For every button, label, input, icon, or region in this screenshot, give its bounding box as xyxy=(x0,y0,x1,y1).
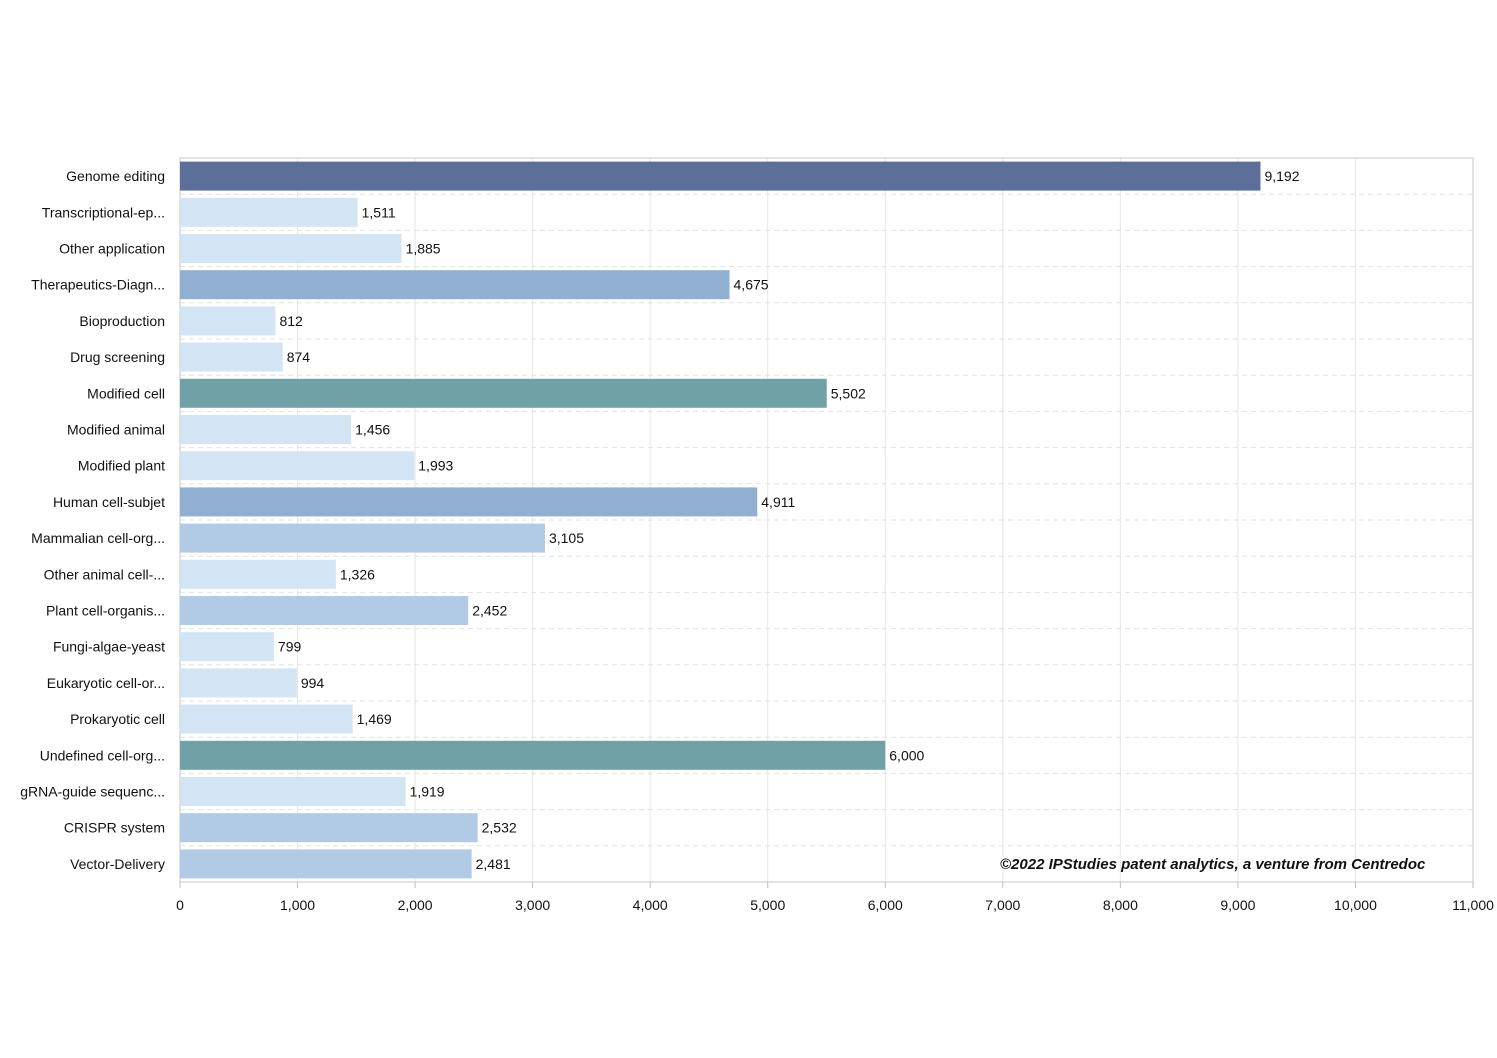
bar-value-label: 799 xyxy=(278,639,302,655)
bar xyxy=(180,451,415,481)
bar xyxy=(180,234,402,263)
category-label: Modified cell xyxy=(87,385,165,401)
bar xyxy=(180,777,406,806)
bar-value-label: 2,481 xyxy=(476,856,511,872)
category-label: Genome editing xyxy=(66,168,165,184)
bar-value-label: 2,532 xyxy=(482,820,517,836)
bar-value-label: 9,192 xyxy=(1264,168,1299,184)
bar-value-label: 1,885 xyxy=(406,241,441,257)
category-labels: Genome editing Transcriptional-ep... Other… xyxy=(20,168,165,872)
bar-value-label: 812 xyxy=(279,313,303,329)
x-tick-label: 0 xyxy=(176,897,184,913)
bar-value-label: 1,469 xyxy=(357,711,392,727)
grid-lines xyxy=(180,158,1473,882)
copyright-annotation: ©2022 IPStudies patent analytics, a vent… xyxy=(1000,856,1426,873)
bar-value-label: 5,502 xyxy=(831,385,866,401)
bar xyxy=(180,197,358,227)
bar xyxy=(180,632,274,662)
bar-value-label: 874 xyxy=(287,349,311,365)
x-tick-label: 9,000 xyxy=(1220,897,1255,913)
category-label: Mammalian cell-org... xyxy=(31,530,165,546)
category-label: Transcriptional-ep... xyxy=(42,204,165,220)
x-tick-label: 2,000 xyxy=(398,897,433,913)
category-label: Modified plant xyxy=(78,458,165,474)
bar xyxy=(180,270,730,300)
x-tick-label: 6,000 xyxy=(868,897,903,913)
bar-value-label: 1,456 xyxy=(355,422,390,438)
bar xyxy=(180,161,1261,191)
category-label: gRNA-guide sequenc... xyxy=(20,784,165,800)
bar xyxy=(180,523,545,553)
bar-value-label: 6,000 xyxy=(889,747,924,763)
bar xyxy=(180,306,276,336)
category-label: Vector-Delivery xyxy=(70,856,165,872)
category-label: Modified animal xyxy=(67,422,165,438)
category-label: Eukaryotic cell-or... xyxy=(47,675,165,691)
category-label: Plant cell-organis... xyxy=(46,603,165,619)
x-tick-label: 4,000 xyxy=(633,897,668,913)
bar xyxy=(180,740,886,770)
category-label: Fungi-algae-yeast xyxy=(53,639,165,655)
category-label: Bioproduction xyxy=(79,313,165,329)
plot-area-frame xyxy=(179,157,1474,883)
bar xyxy=(180,415,352,444)
bar-value-label: 1,326 xyxy=(340,566,375,582)
x-tick-label: 8,000 xyxy=(1103,897,1138,913)
x-tick-label: 10,000 xyxy=(1334,897,1377,913)
category-label: Undefined cell-org... xyxy=(40,747,165,763)
x-tick-label: 3,000 xyxy=(515,897,550,913)
x-tick-label: 5,000 xyxy=(750,897,785,913)
category-label: Other animal cell-... xyxy=(44,566,165,582)
bar-value-label: 1,993 xyxy=(418,458,453,474)
category-label: CRISPR system xyxy=(64,820,165,836)
bar-value-label: 3,105 xyxy=(549,530,584,546)
bar xyxy=(180,668,297,698)
category-label: Prokaryotic cell xyxy=(70,711,165,727)
category-label: Other application xyxy=(59,241,165,257)
x-tick-label: 7,000 xyxy=(985,897,1020,913)
bar xyxy=(180,487,758,517)
bar-value-label: 4,675 xyxy=(734,277,769,293)
bar xyxy=(180,559,336,589)
category-label: Drug screening xyxy=(70,349,165,365)
category-label: Therapeutics-Diagn... xyxy=(31,277,165,293)
bar xyxy=(180,849,472,879)
bars xyxy=(180,161,1261,879)
bar-value-label: 2,452 xyxy=(472,603,507,619)
bar xyxy=(180,813,478,843)
x-tick-label: 11,000 xyxy=(1452,897,1494,913)
bar xyxy=(180,342,283,372)
bar-value-label: 994 xyxy=(301,675,325,691)
bar-value-label: 4,911 xyxy=(761,494,795,510)
bar xyxy=(180,596,469,625)
value-labels: 9,192 1,511 1,885 4,675 812 874 5,502 1,456 1,99… xyxy=(278,168,1300,872)
bar xyxy=(180,704,353,734)
bar xyxy=(180,378,827,408)
bar-value-label: 1,511 xyxy=(362,204,396,220)
bar-value-label: 1,919 xyxy=(410,784,445,800)
x-tick-label: 1,000 xyxy=(280,897,315,913)
x-axis-ticks: 0 1,000 2,000 3,000 4,000 5,000 6,000 7,000 8,00… xyxy=(176,882,1494,913)
category-label: Human cell-subjet xyxy=(53,494,165,510)
